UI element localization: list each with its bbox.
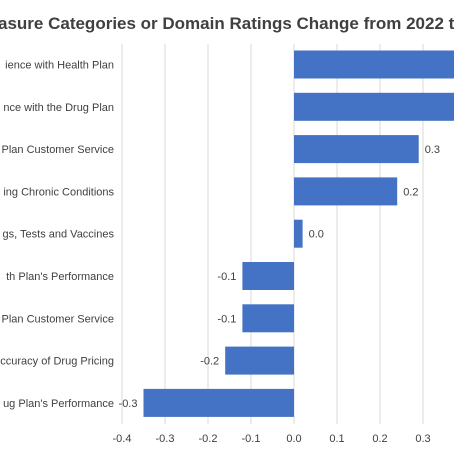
- data-label: -0.1: [217, 271, 236, 283]
- x-tick-label: -0.4: [113, 433, 132, 445]
- x-tick-label: 0.1: [329, 433, 344, 445]
- category-label: ccuracy of Drug Pricing: [0, 356, 114, 368]
- category-label: Plan Customer Service: [2, 144, 115, 156]
- data-label: -0.1: [217, 313, 236, 325]
- category-label: ing Chronic Conditions: [3, 186, 114, 198]
- data-label: 0.0: [309, 229, 324, 241]
- bar: [143, 388, 294, 417]
- bar: [242, 304, 294, 333]
- x-tick-label: 0.2: [372, 433, 387, 445]
- bar: [294, 50, 454, 79]
- bar: [294, 219, 303, 248]
- x-tick-label: 0.0: [286, 433, 301, 445]
- bar: [225, 346, 294, 375]
- data-label: 0.2: [403, 186, 418, 198]
- chart-title: asure Categories or Domain Ratings Chang…: [0, 14, 454, 33]
- bars: [143, 50, 454, 417]
- data-label: -0.2: [200, 356, 219, 368]
- category-label: ug Plan's Performance: [3, 398, 114, 410]
- data-labels: 0.3 0.2 0.0 -0.1 -0.1 -0.2 -0.3: [119, 144, 440, 410]
- x-tick-label: -0.3: [156, 433, 175, 445]
- bar: [294, 92, 454, 121]
- category-label: nce with the Drug Plan: [3, 102, 114, 114]
- category-label: ience with Health Plan: [5, 60, 114, 72]
- data-label: 0.3: [425, 144, 440, 156]
- category-label: gs, Tests and Vaccines: [3, 229, 115, 241]
- category-labels: ience with Health Plan nce with the Drug …: [0, 60, 114, 410]
- x-tick-label: -0.2: [199, 433, 218, 445]
- x-tick-label: -0.1: [242, 433, 261, 445]
- bar: [242, 262, 294, 290]
- data-label: -0.3: [119, 398, 138, 410]
- bar: [294, 135, 419, 164]
- bar: [294, 177, 398, 206]
- category-label: th Plan's Performance: [6, 271, 114, 283]
- x-axis-ticks: -0.4 -0.3 -0.2 -0.1 0.0 0.1 0.2 0.3: [113, 433, 431, 445]
- x-tick-label: 0.3: [415, 433, 430, 445]
- category-label: Plan Customer Service: [2, 313, 115, 325]
